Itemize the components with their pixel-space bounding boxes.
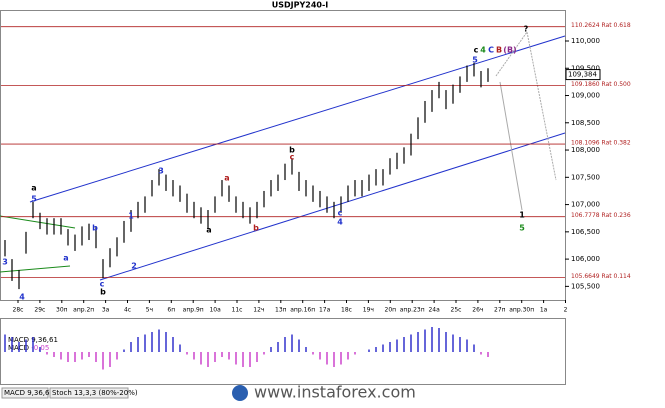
logo xyxy=(232,385,248,401)
y-tick-label: 106,000 xyxy=(571,255,600,263)
projection xyxy=(499,81,523,211)
y-tick-label: 106,500 xyxy=(571,228,600,236)
x-tick-label: апр.2п xyxy=(73,307,94,314)
wave-label: (B) xyxy=(503,46,516,55)
wave-label: 1 xyxy=(519,211,525,220)
wave-label: 3 xyxy=(158,167,164,176)
macd-value: MACD -0,05 xyxy=(8,344,49,352)
x-tick-label: апр.16п xyxy=(290,307,315,314)
x-tick-label: апр.9п xyxy=(183,307,204,314)
wave-label: c xyxy=(100,280,105,289)
wave-label: 4 xyxy=(337,218,343,227)
chart-title: USDJPY240-I xyxy=(272,1,329,10)
fib-label: 108.1096 Rat 0.382 xyxy=(571,140,631,147)
wave-label: c xyxy=(338,209,343,218)
x-tick-label: 5ч xyxy=(146,307,153,314)
x-tick-label: 3a xyxy=(102,307,110,314)
wave-label: 5 xyxy=(519,224,525,233)
x-tick-label: 20п xyxy=(385,307,397,314)
wave-label: C xyxy=(488,46,494,55)
x-tick-label: 24a xyxy=(428,307,440,314)
x-tick-label: 1a xyxy=(540,307,548,314)
tab-label[interactable]: MACD 9,36,6 xyxy=(4,389,50,397)
wave-label: 3 xyxy=(2,258,8,267)
x-tick-label: 11c xyxy=(232,307,243,314)
y-tick-label: 108,500 xyxy=(571,119,600,127)
last-price-box xyxy=(565,69,601,81)
fib-label: 110.2624 Rat 0.618 xyxy=(571,22,631,29)
wave-label: b xyxy=(92,224,98,233)
wave-label: 4 xyxy=(19,293,25,302)
last-price-label: 109,384 xyxy=(568,71,597,79)
wave-label: a xyxy=(63,254,68,263)
tab[interactable] xyxy=(1,387,49,399)
wave-label: 5 xyxy=(31,195,37,204)
x-tick-label: апр.30п xyxy=(509,307,534,314)
x-tick-label: 25c xyxy=(451,307,462,314)
wave-label: b xyxy=(289,146,295,155)
y-tick-label: 107,000 xyxy=(571,201,600,209)
macd-panel xyxy=(0,318,566,385)
watermark: www.instaforex.com xyxy=(254,383,416,402)
wave-label: b xyxy=(253,224,259,233)
y-tick-label: 109,500 xyxy=(571,64,600,72)
x-tick-label: 4c xyxy=(124,307,131,314)
wave-label: 5 xyxy=(472,56,478,65)
wave-label: 4 xyxy=(480,46,486,55)
wave-label: a xyxy=(31,184,36,193)
wave-label: a xyxy=(224,174,229,183)
tab[interactable] xyxy=(49,387,129,399)
x-tick-label: 27п xyxy=(494,307,506,314)
x-tick-label: 2 xyxy=(564,307,568,314)
y-tick-label: 109,000 xyxy=(571,92,600,100)
y-tick-label: 107,500 xyxy=(571,173,600,181)
x-tick-label: 18c xyxy=(341,307,352,314)
wave-label: c xyxy=(290,153,295,162)
channel-lower xyxy=(99,132,566,281)
x-tick-label: 6п xyxy=(167,307,175,314)
fib-label: 105.6649 Rat 0.114 xyxy=(571,273,631,280)
main-panel xyxy=(0,10,566,301)
y-tick-label: 105,500 xyxy=(571,282,600,290)
wave-label: 2 xyxy=(131,262,137,271)
wave-label: a xyxy=(206,226,211,235)
x-tick-label: 30п xyxy=(56,307,68,314)
channel-upper xyxy=(29,35,566,203)
fib-label: 106.7778 Rat 0.236 xyxy=(571,212,631,219)
x-tick-label: 19ч xyxy=(363,307,374,314)
x-tick-label: 29c xyxy=(34,307,45,314)
wave-label: c xyxy=(474,46,479,55)
x-tick-label: 12ч xyxy=(253,307,264,314)
y-tick-label: 108,000 xyxy=(571,146,600,154)
x-tick-label: 26ч xyxy=(472,307,483,314)
x-tick-label: апр.23п xyxy=(400,307,425,314)
x-tick-label: 10a xyxy=(209,307,221,314)
fib-label: 109.1860 Rat 0.500 xyxy=(571,81,631,88)
wave-label: b xyxy=(100,288,106,297)
x-tick-label: 13п xyxy=(275,307,287,314)
x-tick-label: 28c xyxy=(13,307,24,314)
x-tick-label: 17a xyxy=(319,307,331,314)
y-tick-label: 110,000 xyxy=(571,37,600,45)
wave-label: 1 xyxy=(128,212,134,221)
wave-label: ? xyxy=(524,25,529,34)
wave-label: B xyxy=(496,46,502,55)
tab-label[interactable]: Stoch 13,3,3 (80%-20%) xyxy=(52,389,138,397)
trend-line xyxy=(0,215,76,229)
projection xyxy=(495,30,557,181)
